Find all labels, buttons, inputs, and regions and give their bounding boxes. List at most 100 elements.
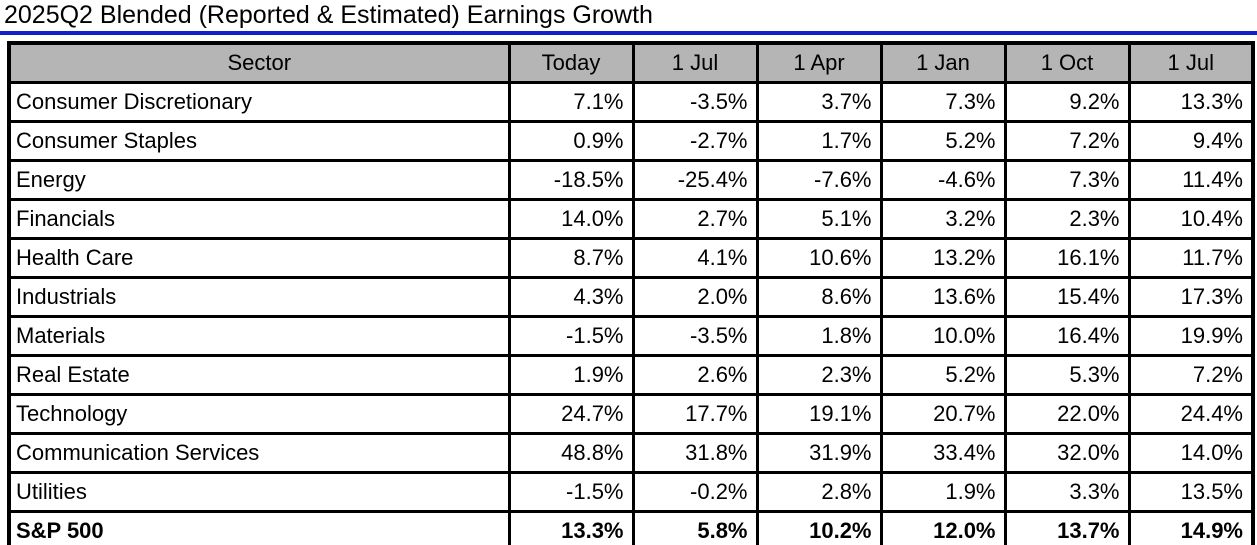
value-cell: 32.0%: [1003, 432, 1131, 474]
value-cell: 22.0%: [1003, 393, 1131, 435]
column-header-1jul-prior: 1 Jul: [1127, 41, 1255, 84]
value-cell: 13.2%: [879, 237, 1007, 279]
sector-cell: Communication Services: [7, 432, 511, 474]
table-row: Technology 24.7% 17.7% 19.1% 20.7% 22.0%…: [7, 393, 1255, 435]
value-cell: 17.7%: [631, 393, 759, 435]
table-row: Utilities -1.5% -0.2% 2.8% 1.9% 3.3% 13.…: [7, 471, 1255, 513]
column-header-sector: Sector: [7, 41, 511, 84]
value-cell: 31.9%: [755, 432, 883, 474]
sector-cell: Financials: [7, 198, 511, 240]
value-cell: 13.6%: [879, 276, 1007, 318]
sector-cell: Consumer Staples: [7, 120, 511, 162]
title-underline-rule: [0, 31, 1257, 35]
value-cell: 10.4%: [1127, 198, 1255, 240]
value-cell: 8.7%: [507, 237, 635, 279]
value-cell: 19.1%: [755, 393, 883, 435]
value-cell: 7.2%: [1127, 354, 1255, 396]
column-header-1oct: 1 Oct: [1003, 41, 1131, 84]
value-cell: 1.7%: [755, 120, 883, 162]
value-cell: 1.8%: [755, 315, 883, 357]
value-cell: 14.0%: [507, 198, 635, 240]
value-cell: 0.9%: [507, 120, 635, 162]
value-cell: 10.0%: [879, 315, 1007, 357]
value-cell: -3.5%: [631, 81, 759, 123]
value-cell: 17.3%: [1127, 276, 1255, 318]
value-cell: 15.4%: [1003, 276, 1131, 318]
value-cell: 5.8%: [631, 510, 759, 545]
value-cell: 9.2%: [1003, 81, 1131, 123]
value-cell: -1.5%: [507, 471, 635, 513]
header-row: Sector Today 1 Jul 1 Apr 1 Jan 1 Oct 1 J…: [7, 41, 1255, 84]
value-cell: 5.3%: [1003, 354, 1131, 396]
table-row: Real Estate 1.9% 2.6% 2.3% 5.2% 5.3% 7.2…: [7, 354, 1255, 396]
sector-cell: Energy: [7, 159, 511, 201]
value-cell: -2.7%: [631, 120, 759, 162]
value-cell: 5.2%: [879, 120, 1007, 162]
value-cell: 2.8%: [755, 471, 883, 513]
sector-cell: Utilities: [7, 471, 511, 513]
value-cell: 5.1%: [755, 198, 883, 240]
value-cell: -7.6%: [755, 159, 883, 201]
value-cell: 24.7%: [507, 393, 635, 435]
value-cell: -3.5%: [631, 315, 759, 357]
value-cell: 48.8%: [507, 432, 635, 474]
value-cell: 3.7%: [755, 81, 883, 123]
value-cell: 7.2%: [1003, 120, 1131, 162]
value-cell: 24.4%: [1127, 393, 1255, 435]
value-cell: 2.7%: [631, 198, 759, 240]
value-cell: 12.0%: [879, 510, 1007, 545]
table-row: Financials 14.0% 2.7% 5.1% 3.2% 2.3% 10.…: [7, 198, 1255, 240]
table-row: Communication Services 48.8% 31.8% 31.9%…: [7, 432, 1255, 474]
value-cell: -0.2%: [631, 471, 759, 513]
value-cell: 16.4%: [1003, 315, 1131, 357]
value-cell: 2.3%: [755, 354, 883, 396]
value-cell: 3.3%: [1003, 471, 1131, 513]
sector-cell: Real Estate: [7, 354, 511, 396]
table-row-total-sp500: S&P 500 13.3% 5.8% 10.2% 12.0% 13.7% 14.…: [7, 510, 1255, 545]
value-cell: 13.3%: [507, 510, 635, 545]
value-cell: -25.4%: [631, 159, 759, 201]
value-cell: 20.7%: [879, 393, 1007, 435]
value-cell: -1.5%: [507, 315, 635, 357]
value-cell: 8.6%: [755, 276, 883, 318]
table-row: Energy -18.5% -25.4% -7.6% -4.6% 7.3% 11…: [7, 159, 1255, 201]
sector-cell: S&P 500: [7, 510, 511, 545]
value-cell: -4.6%: [879, 159, 1007, 201]
value-cell: 7.3%: [1003, 159, 1131, 201]
value-cell: 14.9%: [1127, 510, 1255, 545]
table-row: Consumer Staples 0.9% -2.7% 1.7% 5.2% 7.…: [7, 120, 1255, 162]
value-cell: 33.4%: [879, 432, 1007, 474]
sector-cell: Industrials: [7, 276, 511, 318]
value-cell: 31.8%: [631, 432, 759, 474]
table-row: Materials -1.5% -3.5% 1.8% 10.0% 16.4% 1…: [7, 315, 1255, 357]
page-title: 2025Q2 Blended (Reported & Estimated) Ea…: [4, 1, 653, 29]
earnings-growth-table: Sector Today 1 Jul 1 Apr 1 Jan 1 Oct 1 J…: [7, 41, 1255, 545]
value-cell: 11.4%: [1127, 159, 1255, 201]
value-cell: 9.4%: [1127, 120, 1255, 162]
value-cell: 16.1%: [1003, 237, 1131, 279]
column-header-today: Today: [507, 41, 635, 84]
column-header-1jul: 1 Jul: [631, 41, 759, 84]
column-header-1jan: 1 Jan: [879, 41, 1007, 84]
value-cell: 2.0%: [631, 276, 759, 318]
value-cell: 3.2%: [879, 198, 1007, 240]
value-cell: 2.6%: [631, 354, 759, 396]
sector-cell: Materials: [7, 315, 511, 357]
value-cell: 7.1%: [507, 81, 635, 123]
value-cell: 10.6%: [755, 237, 883, 279]
sector-cell: Health Care: [7, 237, 511, 279]
table-row: Industrials 4.3% 2.0% 8.6% 13.6% 15.4% 1…: [7, 276, 1255, 318]
value-cell: 14.0%: [1127, 432, 1255, 474]
value-cell: 11.7%: [1127, 237, 1255, 279]
value-cell: 4.1%: [631, 237, 759, 279]
value-cell: 7.3%: [879, 81, 1007, 123]
sector-cell: Technology: [7, 393, 511, 435]
value-cell: -18.5%: [507, 159, 635, 201]
value-cell: 2.3%: [1003, 198, 1131, 240]
value-cell: 1.9%: [879, 471, 1007, 513]
value-cell: 13.7%: [1003, 510, 1131, 545]
table-row: Health Care 8.7% 4.1% 10.6% 13.2% 16.1% …: [7, 237, 1255, 279]
column-header-1apr: 1 Apr: [755, 41, 883, 84]
sector-cell: Consumer Discretionary: [7, 81, 511, 123]
